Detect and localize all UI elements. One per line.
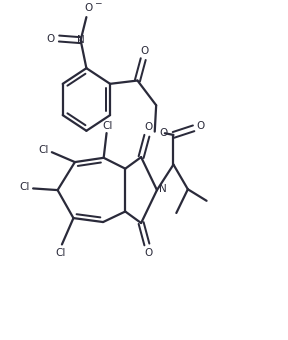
Text: Cl: Cl: [55, 248, 66, 258]
Text: O: O: [197, 121, 205, 131]
Text: O: O: [85, 3, 93, 13]
Text: O: O: [144, 122, 152, 133]
Text: O: O: [47, 34, 55, 44]
Text: Cl: Cl: [39, 144, 49, 155]
Text: Cl: Cl: [20, 183, 30, 192]
Text: O: O: [144, 248, 152, 258]
Text: O: O: [141, 46, 149, 56]
Text: Cl: Cl: [103, 121, 113, 131]
Text: N: N: [77, 35, 84, 45]
Text: −: −: [94, 0, 101, 7]
Text: O: O: [159, 128, 168, 138]
Text: N: N: [160, 184, 167, 194]
